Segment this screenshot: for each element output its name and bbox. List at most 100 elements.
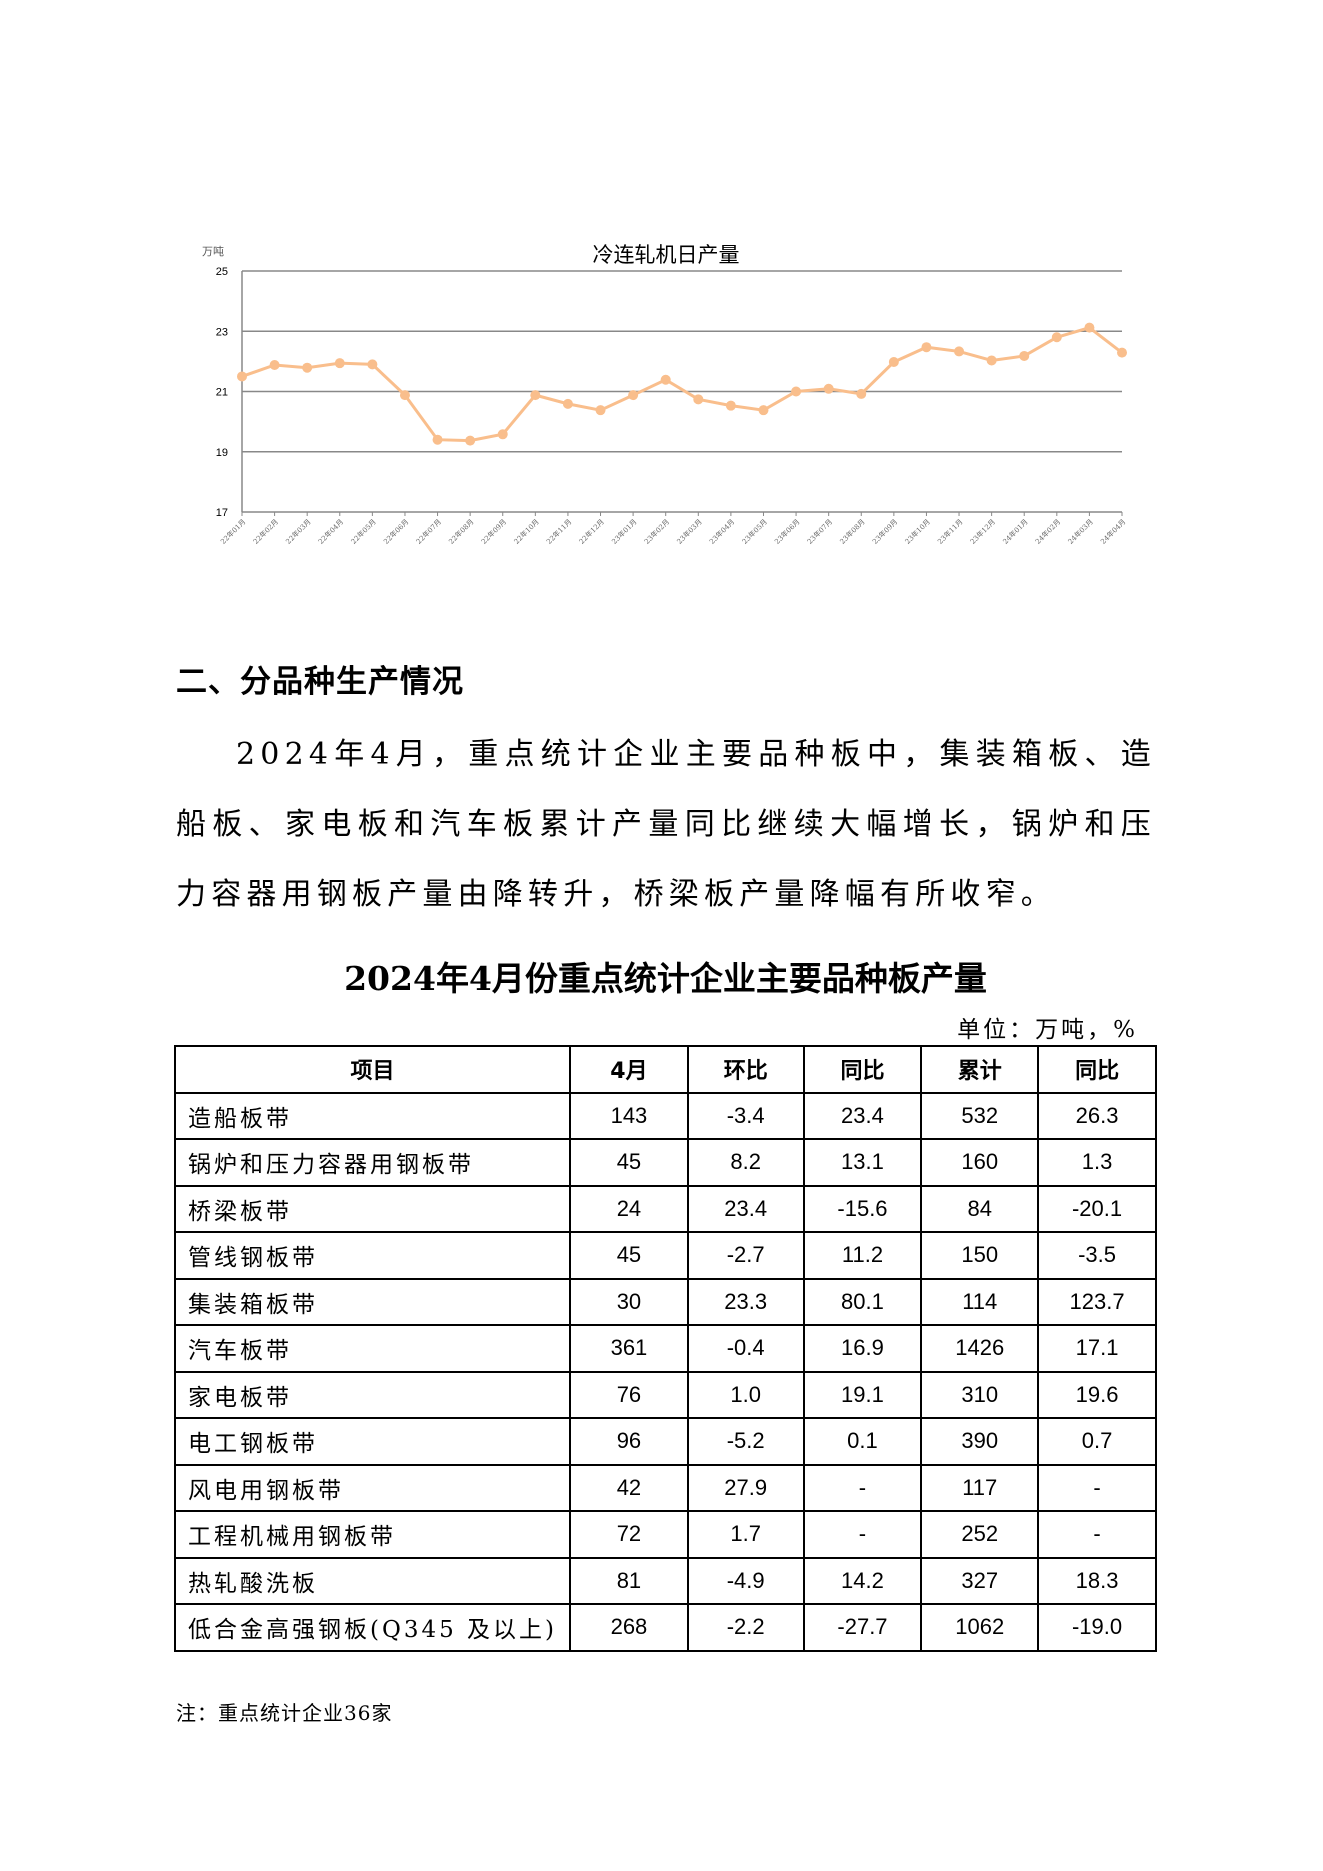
data-point xyxy=(628,390,639,401)
data-point xyxy=(986,355,997,366)
cell-value: -15.6 xyxy=(802,1184,923,1233)
table-row: 工程机械用钢板带 72 1.7-252- xyxy=(173,1510,1157,1559)
cell-value: -27.7 xyxy=(802,1603,923,1652)
column-header: 4月 xyxy=(569,1045,689,1094)
cell-value: 1.7 xyxy=(686,1510,805,1559)
x-tick-label: 22年07月 xyxy=(414,517,443,546)
table-row: 电工钢板带 96 -5.2 0.1 390 0.7 xyxy=(173,1417,1157,1466)
cell-value: 143 xyxy=(569,1091,689,1140)
x-tick-label: 24年03月 xyxy=(1066,517,1095,546)
cell-value: 72 xyxy=(569,1510,689,1559)
row-label: 热轧酸洗板 xyxy=(173,1556,572,1605)
x-tick-label: 23年04月 xyxy=(707,517,736,546)
x-tick-label: 22年03月 xyxy=(284,517,313,546)
table-row: 锅炉和压力容器用钢板带 45 8.2 13.1 160 1.3 xyxy=(173,1138,1157,1187)
row-label: 桥梁板带 xyxy=(173,1184,572,1233)
table-row: 低合金高强钢板(Q345 及以上) 268 -2.2 -27.7 1062 -19.0 xyxy=(173,1603,1157,1652)
cell-value: -0.4 xyxy=(686,1324,805,1373)
table-title: 2024年4月份重点统计企业主要品种板产量 xyxy=(344,959,987,998)
data-point xyxy=(530,390,541,401)
data-point xyxy=(758,405,769,416)
x-tick-label: 24年04月 xyxy=(1099,517,1128,546)
cell-value: 17.1 xyxy=(1037,1324,1157,1373)
table-row: 桥梁板带 24 23.4 -15.6 84 -20.1 xyxy=(173,1184,1157,1233)
table-row: 热轧酸洗板 81 -4.9 14.2 327 18.3 xyxy=(173,1556,1157,1605)
cell-value: 1426 xyxy=(920,1324,1040,1373)
table-row: 汽车板带 361 -0.4 16.9 1426 17.1 xyxy=(173,1324,1157,1373)
cell-value: 45 xyxy=(569,1138,689,1187)
cell-value: 160 xyxy=(920,1138,1040,1187)
cell-value: 23.3 xyxy=(686,1277,805,1326)
cell-value: 14.2 xyxy=(802,1556,923,1605)
data-point xyxy=(497,429,508,440)
cell-value: 268 xyxy=(569,1603,689,1652)
data-point xyxy=(432,434,443,445)
cell-value: 19.6 xyxy=(1037,1370,1157,1419)
cell-value: 81 xyxy=(569,1556,689,1605)
table-row: 造船板带 143 -3.4 23.4 532 26.3 xyxy=(173,1091,1157,1140)
cell-value: 80.1 xyxy=(802,1277,923,1326)
data-point xyxy=(595,405,606,416)
data-point xyxy=(823,383,834,394)
y-tick-label: 19 xyxy=(216,447,228,459)
y-tick-label: 21 xyxy=(216,387,228,399)
cell-value: -4.9 xyxy=(686,1556,805,1605)
cell-value: - xyxy=(802,1510,923,1559)
cell-value: 532 xyxy=(920,1091,1040,1140)
section-heading: 二、分品种生产情况 xyxy=(176,664,464,700)
cell-value: 13.1 xyxy=(802,1138,923,1187)
row-label: 工程机械用钢板带 xyxy=(173,1510,572,1559)
data-point xyxy=(562,398,573,409)
cell-value: 84 xyxy=(920,1184,1040,1233)
data-point xyxy=(954,346,965,357)
cell-value: -5.2 xyxy=(686,1417,805,1466)
table-row: 集装箱板带 30 23.3 80.1 114 123.7 xyxy=(173,1277,1157,1326)
data-point xyxy=(399,390,410,401)
x-tick-label: 22年04月 xyxy=(316,517,345,546)
cell-value: 390 xyxy=(920,1417,1040,1466)
x-tick-label: 23年10月 xyxy=(903,517,932,546)
data-point xyxy=(1117,347,1127,358)
x-tick-label: 23年07月 xyxy=(805,517,834,546)
cell-value: - xyxy=(802,1463,923,1512)
cell-value: 26.3 xyxy=(1037,1091,1157,1140)
production-table: 项目 4月 环比 同比 累计 同比 造船板带 143 -3.4 23.4 532 26.3 锅炉和压力… xyxy=(173,1045,1157,1652)
row-label: 电工钢板带 xyxy=(173,1417,572,1466)
data-point xyxy=(334,358,345,369)
table-unit: 单位：万吨，% xyxy=(957,1017,1138,1043)
data-point xyxy=(302,362,313,373)
cell-value: 1062 xyxy=(920,1603,1040,1652)
data-point xyxy=(367,359,378,370)
section-paragraph: 2024年4月，重点统计企业主要品种板中，集装箱板、造船板、家电板和汽车板累计产… xyxy=(176,737,1156,912)
cell-value: - xyxy=(1037,1463,1157,1512)
chart-title: 冷连轧机日产量 xyxy=(593,243,740,267)
x-tick-label: 23年06月 xyxy=(773,517,802,546)
cell-value: 0.7 xyxy=(1037,1417,1157,1466)
cell-value: 327 xyxy=(920,1556,1040,1605)
cell-value: -3.4 xyxy=(686,1091,805,1140)
cell-value: 24 xyxy=(569,1184,689,1233)
cell-value: 11.2 xyxy=(802,1231,923,1280)
data-point xyxy=(856,388,867,399)
data-point xyxy=(888,356,899,367)
row-label: 锅炉和压力容器用钢板带 xyxy=(173,1138,572,1187)
column-header: 累计 xyxy=(920,1045,1040,1094)
x-tick-label: 23年08月 xyxy=(838,517,867,546)
data-point xyxy=(921,342,932,353)
cell-value: 361 xyxy=(569,1324,689,1373)
cell-value: 150 xyxy=(920,1231,1040,1280)
x-tick-label: 23年02月 xyxy=(642,517,671,546)
row-label: 低合金高强钢板(Q345 及以上) xyxy=(173,1603,572,1652)
cell-value: 1.0 xyxy=(686,1370,805,1419)
cell-value: 42 xyxy=(569,1463,689,1512)
row-label: 造船板带 xyxy=(173,1091,572,1140)
cell-value: 30 xyxy=(569,1277,689,1326)
cell-value: -2.7 xyxy=(686,1231,805,1280)
row-label: 管线钢板带 xyxy=(173,1231,572,1280)
table-row: 管线钢板带 45 -2.7 11.2 150 -3.5 xyxy=(173,1231,1157,1280)
data-point xyxy=(465,435,476,446)
data-point xyxy=(693,394,704,405)
data-point xyxy=(269,359,280,370)
cell-value: -20.1 xyxy=(1037,1184,1157,1233)
x-tick-label: 24年02月 xyxy=(1033,517,1062,546)
